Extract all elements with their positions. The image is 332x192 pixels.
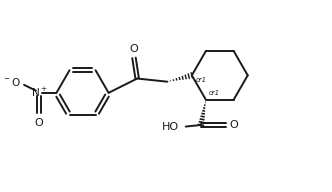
- Text: O: O: [35, 118, 43, 128]
- Text: O: O: [230, 120, 238, 130]
- Text: or1: or1: [208, 90, 219, 96]
- Text: or1: or1: [196, 77, 207, 83]
- Text: O: O: [129, 44, 138, 54]
- Text: $^-$O: $^-$O: [2, 76, 21, 88]
- Text: HO: HO: [162, 122, 179, 132]
- Text: N$^+$: N$^+$: [31, 86, 47, 99]
